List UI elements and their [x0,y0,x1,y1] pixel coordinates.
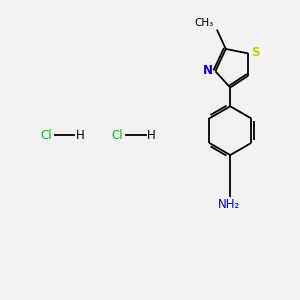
Text: S: S [251,46,260,59]
Text: CH₃: CH₃ [195,18,214,28]
Text: H: H [147,129,156,142]
Text: NH₂: NH₂ [218,198,240,211]
Text: Cl: Cl [40,129,52,142]
Text: Cl: Cl [112,129,123,142]
Text: N: N [202,64,212,77]
Text: H: H [76,129,85,142]
